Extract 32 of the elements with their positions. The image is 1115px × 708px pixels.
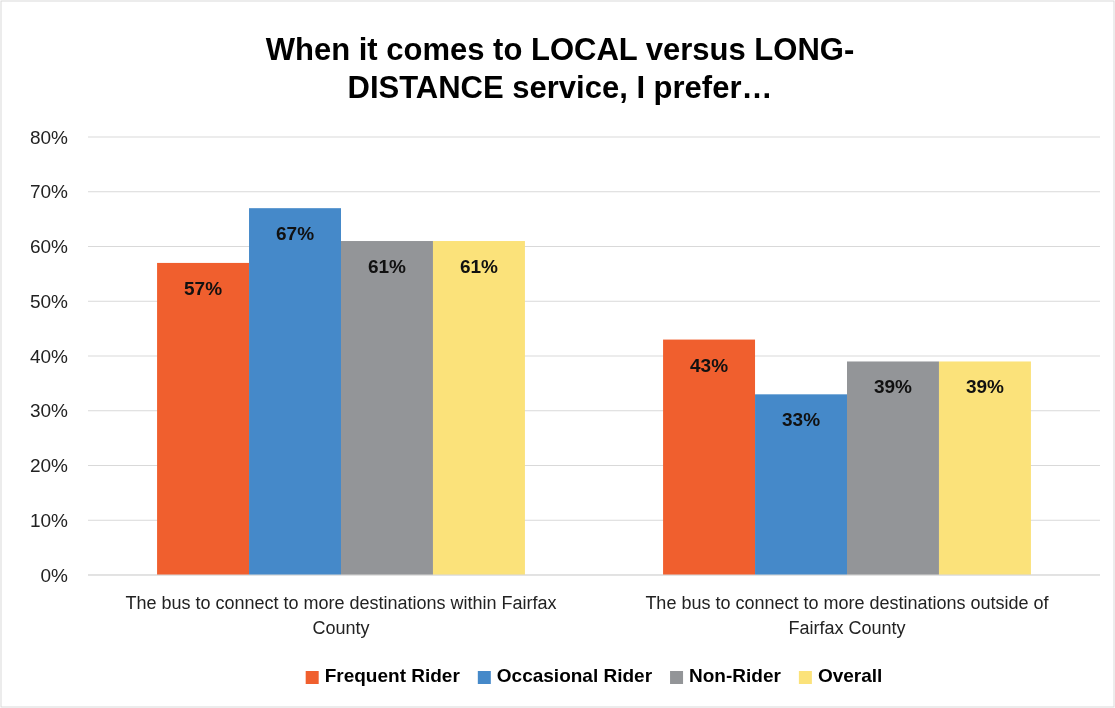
y-tick-label: 60% <box>29 236 69 258</box>
y-tick-label: 10% <box>29 509 69 531</box>
bar <box>341 241 433 575</box>
data-label: 61% <box>459 256 499 278</box>
x-tick-label: The bus to connect to more destinations outside of Fairfax County <box>645 593 1050 638</box>
bar <box>432 241 525 575</box>
chart-title: When it comes to LOCAL versus LONG-DISTANCE service, I prefer… <box>265 32 855 105</box>
bar <box>663 339 756 575</box>
data-label: 39% <box>873 376 913 398</box>
data-label: 57% <box>184 277 223 299</box>
legend-label: Overall <box>817 665 883 686</box>
legend-label: Frequent Rider <box>324 665 461 686</box>
y-tick-label: 20% <box>29 455 69 477</box>
data-label: 67% <box>276 223 315 245</box>
bar <box>249 208 341 575</box>
bar <box>157 262 250 575</box>
legend-label: Non-Rider <box>689 665 782 686</box>
x-tick-label: The bus to connect to more destinations within Fairfax County <box>125 593 557 638</box>
y-tick-label: 30% <box>29 400 69 422</box>
bar <box>755 394 847 575</box>
bar <box>847 361 939 575</box>
data-label: 39% <box>965 376 1005 398</box>
y-tick-label: 0% <box>40 564 69 586</box>
data-label: 61% <box>367 256 407 278</box>
y-tick-label: 80% <box>29 126 69 148</box>
y-tick-label: 50% <box>29 290 69 312</box>
data-label: 43% <box>690 354 729 376</box>
y-tick-label: 70% <box>29 181 69 203</box>
y-tick-label: 40% <box>29 345 69 367</box>
legend-label: Occasional Rider <box>496 665 653 686</box>
bar <box>938 361 1031 575</box>
data-label: 33% <box>782 409 821 431</box>
